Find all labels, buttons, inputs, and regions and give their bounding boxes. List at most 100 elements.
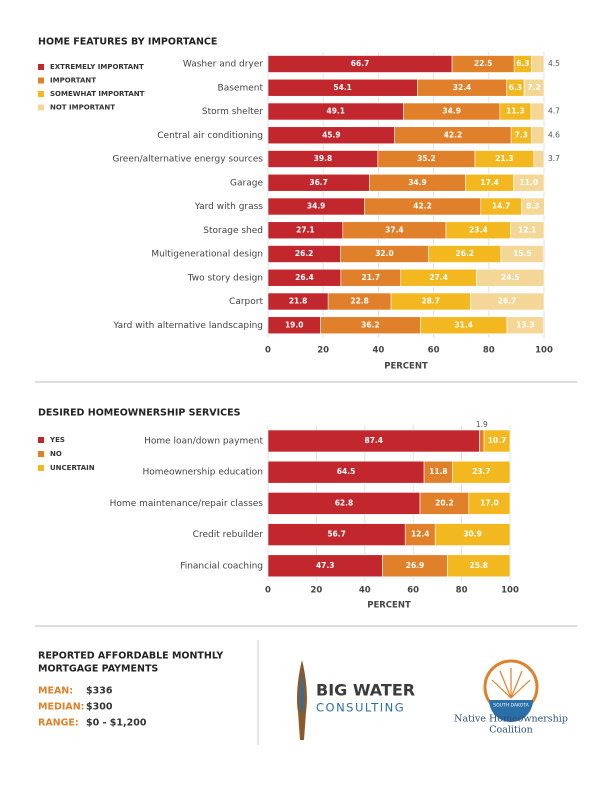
x-tick-label: 80 (456, 586, 468, 596)
legend-label: SOMEWHAT IMPORTANT (50, 90, 145, 98)
category-label: Credit rebuilder (193, 530, 264, 540)
category-label: Garage (230, 178, 263, 188)
value-label: 23.7 (472, 467, 491, 476)
x-tick-label: 0 (265, 346, 271, 356)
bar-segment (510, 221, 545, 240)
category-label: Yard with alternative landscaping (112, 321, 263, 331)
x-tick-label: 100 (501, 586, 519, 596)
bar-segment (468, 492, 511, 515)
value-label: 62.8 (335, 498, 354, 507)
bar-segment (500, 245, 545, 263)
category-label: Homeownership education (142, 468, 263, 478)
value-label: 11.8 (429, 467, 448, 476)
x-axis-label: PERCENT (367, 601, 411, 611)
value-label: 21.8 (289, 297, 308, 306)
x-tick-label: 80 (483, 346, 495, 356)
value-label: 15.5 (513, 249, 532, 258)
value-label: 25.8 (470, 561, 489, 570)
category-label: Home maintenance/repair classes (110, 499, 264, 509)
legend-label: EXTREMELY IMPORTANT (50, 63, 144, 71)
value-label: 34.9 (307, 202, 326, 211)
chart-title: DESIRED HOMEOWNERSHIP SERVICES (38, 408, 241, 419)
legend-swatch (38, 104, 44, 111)
value-label: 7.2 (527, 83, 540, 92)
stat-label: MEAN: (38, 686, 73, 697)
value-label: 66.7 (351, 59, 370, 68)
chart-title: HOME FEATURES BY IMPORTANCE (38, 37, 217, 48)
value-label: 34.9 (408, 178, 427, 187)
legend-label: NO (50, 450, 62, 458)
value-label: 6.3 (516, 59, 529, 68)
value-label: 39.8 (314, 154, 333, 163)
legend-swatch (38, 64, 44, 70)
category-label: Home loan/down payment (144, 437, 263, 447)
value-label: 24.5 (501, 273, 520, 282)
category-label: Multigenerational design (151, 250, 263, 260)
x-tick-label: 100 (535, 346, 553, 356)
value-label: 26.2 (295, 249, 314, 258)
x-axis-label: PERCENT (384, 362, 428, 372)
category-label: Washer and dryer (183, 60, 263, 70)
logo-text: BIG WATER (316, 681, 415, 700)
value-label: 12.4 (411, 530, 430, 539)
value-label: 35.2 (417, 154, 436, 163)
category-label: Carport (229, 297, 263, 307)
value-label: 26.9 (406, 561, 425, 570)
value-label: 4.6 (548, 130, 560, 139)
legend-swatch (38, 77, 44, 84)
stat-label: MEDIAN: (38, 702, 84, 713)
legend-swatch (38, 465, 44, 471)
value-label: 12.1 (518, 225, 537, 234)
value-label: 45.9 (322, 130, 341, 139)
value-label: 10.7 (488, 436, 507, 445)
bar-segment (479, 429, 485, 453)
section-title: MORTGAGE PAYMENTS (38, 664, 158, 675)
value-label: 28.7 (421, 297, 440, 306)
value-label: 4.5 (548, 59, 560, 68)
value-label: 4.7 (548, 107, 560, 116)
category-label: Central air conditioning (157, 131, 263, 141)
value-label: 27.1 (296, 225, 315, 234)
value-label: 11.3 (506, 107, 525, 116)
value-label: 54.1 (333, 83, 352, 92)
legend-label: IMPORTANT (50, 77, 96, 85)
big-water-logo: BIG WATER CONSULTING (297, 660, 415, 740)
bar-segment (476, 268, 545, 287)
legend-swatch (38, 91, 44, 97)
logo-text: SOUTH DAKOTA (493, 703, 529, 709)
value-label: 13.3 (516, 320, 535, 329)
logo-text: Native Homeownership (454, 714, 568, 725)
value-label: 21.3 (495, 154, 514, 163)
value-label: 32.4 (453, 83, 472, 92)
bar-segment (470, 292, 545, 311)
category-label: Yard with grass (194, 202, 263, 212)
bar-segment (523, 78, 545, 97)
value-label: 14.7 (492, 202, 511, 211)
category-label: Storm shelter (202, 107, 263, 117)
value-label: 3.7 (548, 154, 560, 163)
value-label: 17.4 (480, 178, 499, 187)
value-label: 17.0 (480, 498, 499, 507)
x-tick-label: 40 (372, 346, 384, 356)
legend-label: YES (49, 436, 65, 444)
section-title: REPORTED AFFORDABLE MONTHLY (38, 651, 223, 662)
bar-segment (533, 150, 545, 168)
stat-value: $300 (86, 702, 113, 713)
value-label: 42.2 (444, 130, 463, 139)
value-label: 23.4 (469, 225, 488, 234)
value-label: 36.2 (361, 320, 380, 329)
legend-label: NOT IMPORTANT (50, 104, 115, 112)
bar-segment (521, 197, 545, 216)
value-label: 56.7 (327, 530, 346, 539)
logo-rays (491, 668, 531, 699)
bar-segment (506, 316, 545, 335)
value-label: 1.9 (476, 420, 488, 429)
category-label: Green/alternative energy sources (112, 155, 263, 165)
value-label: 22.5 (474, 59, 493, 68)
x-tick-label: 60 (407, 586, 419, 596)
value-label: 26.7 (498, 297, 517, 306)
value-label: 8.3 (526, 202, 539, 211)
value-label: 64.5 (337, 467, 356, 476)
coalition-logo: SOUTH DAKOTA Native Homeownership Coalit… (454, 659, 568, 736)
